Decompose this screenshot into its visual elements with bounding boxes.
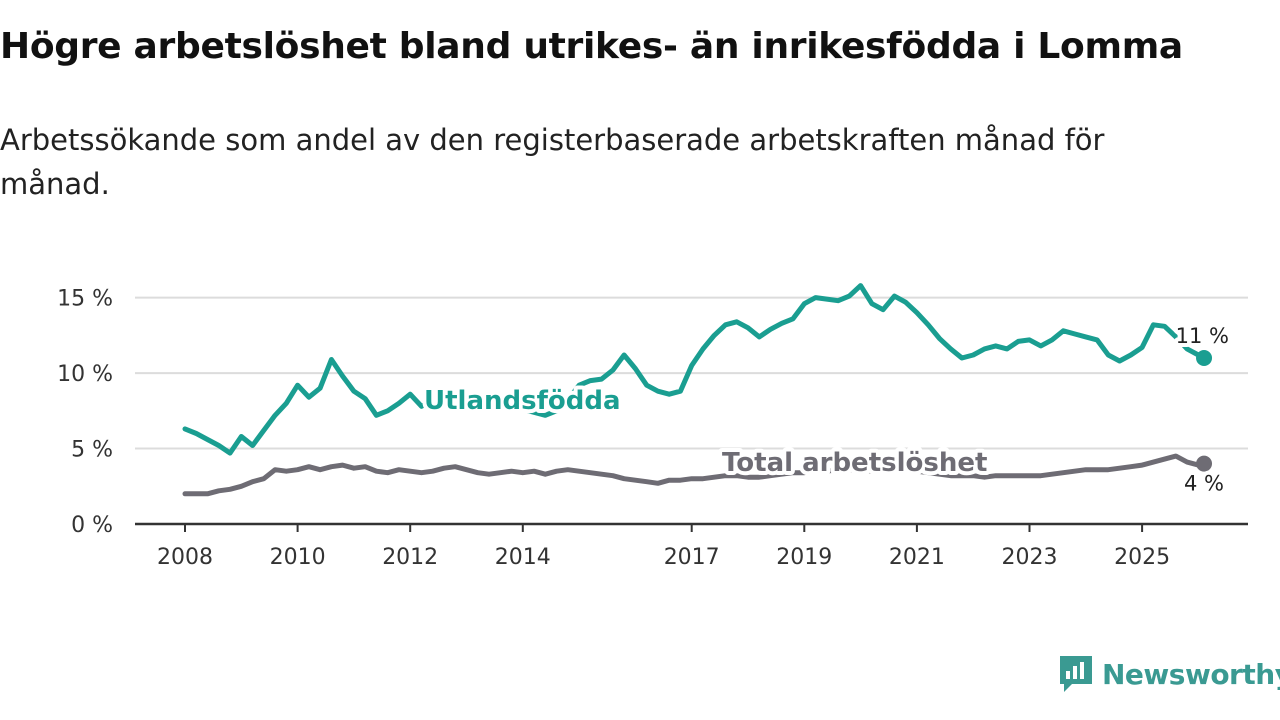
newsworthy-logo-icon xyxy=(1060,656,1092,692)
y-tick-label: 5 % xyxy=(71,438,113,463)
series-end-point-0 xyxy=(1196,350,1213,366)
end-label-utlandsfodda: 11 % xyxy=(1176,324,1229,348)
series-lines xyxy=(182,283,1213,497)
gridlines xyxy=(135,296,1248,450)
x-tick-label: 2021 xyxy=(889,545,945,570)
axes: 0 % 5 % 10 % 15 % 2008 2010 2012 2014 2017 2019 20… xyxy=(57,287,1248,570)
newsworthy-logo: Newsworthy xyxy=(1058,652,1280,696)
series-label-total: Total arbetslöshet xyxy=(722,448,987,478)
y-tick-label: 15 % xyxy=(57,287,113,312)
x-tick-label: 2025 xyxy=(1114,545,1170,570)
y-tick-label: 0 % xyxy=(71,513,113,538)
y-tick-label: 10 % xyxy=(57,362,113,387)
x-tick-label: 2017 xyxy=(664,545,720,570)
end-label-total: 4 % xyxy=(1184,472,1224,496)
x-tick-label: 2010 xyxy=(270,545,326,570)
x-tick-label: 2019 xyxy=(776,545,832,570)
chart-subtitle: Arbetssökande som andel av den registerb… xyxy=(0,123,1105,201)
series-end-point-1 xyxy=(1196,455,1213,472)
chart-title: Högre arbetslöshet bland utrikes- än inr… xyxy=(0,26,1183,67)
x-tick-label: 2008 xyxy=(157,545,213,570)
series-labels: Utlandsfödda Total arbetslöshet 11 % 4 % xyxy=(420,320,1233,500)
series-line-0 xyxy=(182,283,1207,456)
x-tick-label: 2023 xyxy=(1002,545,1058,570)
x-tick-label: 2014 xyxy=(495,545,551,570)
newsworthy-logo-text: Newsworthy xyxy=(1102,657,1280,691)
series-label-utlandsfodda: Utlandsfödda xyxy=(424,386,621,416)
series-line-1 xyxy=(182,453,1207,497)
x-tick-label: 2012 xyxy=(382,545,438,570)
